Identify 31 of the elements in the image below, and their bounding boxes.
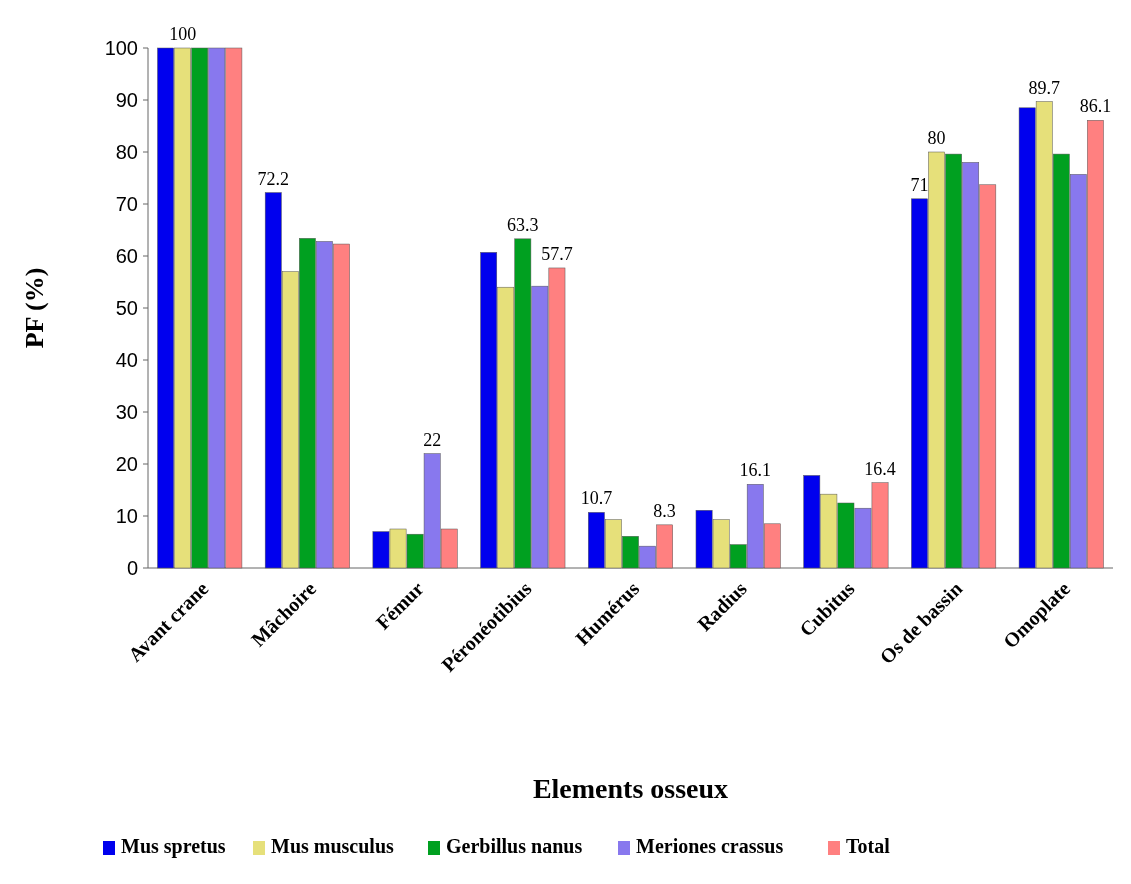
data-label: 57.7 xyxy=(541,243,573,264)
y-tick-label: 0 xyxy=(126,557,138,579)
legend-label: Meriones crassus xyxy=(636,835,784,857)
y-tick-label: 20 xyxy=(115,453,138,475)
legend-label: Mus musculus xyxy=(271,835,395,857)
data-label: 8.3 xyxy=(653,500,676,521)
data-label: 72.2 xyxy=(257,168,290,189)
y-tick-label: 50 xyxy=(115,297,138,319)
y-axis-title: PF (%) xyxy=(20,267,49,349)
data-label: 10.7 xyxy=(580,488,613,509)
legend-label: Mus spretus xyxy=(121,835,226,858)
legend-label: Gerbillus nanus xyxy=(446,835,583,857)
legend-label: Total xyxy=(846,835,891,857)
data-label: 80 xyxy=(927,128,946,148)
data-label: 63.3 xyxy=(507,214,539,235)
data-label: 100 xyxy=(169,24,197,44)
x-axis-title: Elements osseux xyxy=(532,773,729,804)
data-label: 16.4 xyxy=(864,458,896,479)
y-tick-label: 30 xyxy=(115,401,138,423)
data-label: 22 xyxy=(423,429,442,450)
y-tick-label: 100 xyxy=(104,37,138,59)
y-tick-label: 60 xyxy=(115,245,138,267)
data-label: 71 xyxy=(910,174,929,195)
y-tick-label: 80 xyxy=(115,141,138,163)
y-tick-label: 90 xyxy=(115,89,138,111)
data-label: 16.1 xyxy=(739,460,772,481)
y-tick-label: 70 xyxy=(115,193,138,215)
data-label: 89.7 xyxy=(1028,77,1060,98)
y-tick-label: 40 xyxy=(115,349,138,371)
data-label: 86.1 xyxy=(1079,96,1112,117)
y-tick-label: 10 xyxy=(115,505,138,527)
